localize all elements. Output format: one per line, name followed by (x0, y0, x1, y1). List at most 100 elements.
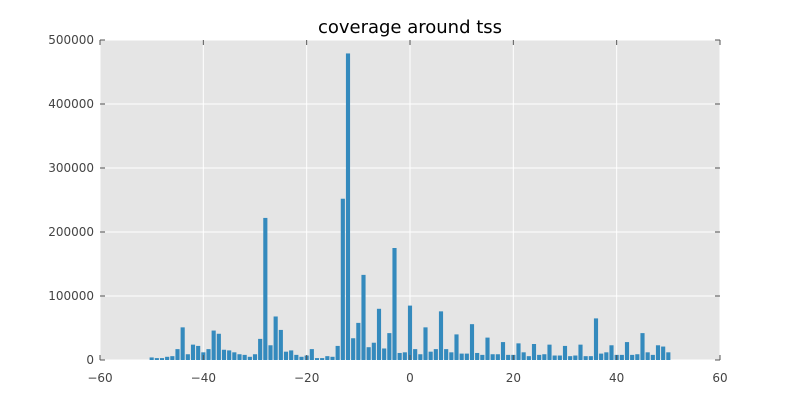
bar (423, 327, 428, 360)
bar (397, 352, 402, 360)
bar (599, 353, 604, 360)
bar (666, 352, 671, 360)
y-tick-label: 200000 (48, 225, 94, 239)
bar (490, 354, 495, 360)
bar (516, 343, 521, 360)
bar (433, 349, 438, 360)
bar (335, 345, 340, 360)
chart-title: coverage around tss (318, 17, 502, 38)
bar (159, 358, 165, 360)
bar (635, 354, 640, 360)
bar (475, 352, 480, 360)
bar (444, 349, 449, 360)
axes (99, 39, 721, 361)
bar (464, 353, 469, 360)
bar (624, 342, 630, 360)
bar (149, 357, 154, 360)
bar (650, 354, 655, 360)
bar (526, 356, 531, 360)
bar (314, 358, 320, 360)
bar (320, 358, 325, 360)
bar (351, 338, 356, 360)
bar (655, 345, 661, 360)
bar (376, 308, 382, 360)
tick-labels: −60 −40 −20 0 20 40 60 0 100000 200000 300000 40000… (48, 33, 727, 385)
bar (480, 354, 485, 360)
bar (495, 354, 500, 360)
bar (547, 344, 552, 360)
bar (382, 348, 387, 360)
bar (165, 356, 170, 360)
bar (196, 345, 201, 360)
y-tick-label: 400000 (48, 97, 94, 111)
x-tick-label: 0 (406, 371, 414, 385)
bar (206, 349, 211, 360)
y-tick-label: 500000 (48, 33, 94, 47)
bar (418, 354, 423, 360)
bar (531, 344, 537, 360)
bar (325, 356, 330, 360)
bar (371, 342, 376, 360)
bar (154, 358, 159, 360)
bars (149, 53, 671, 360)
bar (268, 345, 273, 360)
bar (309, 349, 314, 360)
bar (227, 350, 232, 360)
bar (640, 333, 645, 360)
bar (211, 330, 216, 360)
bar (573, 355, 578, 360)
bar (263, 217, 268, 360)
bar (402, 352, 407, 360)
bar (289, 350, 294, 360)
bar (557, 355, 562, 360)
bar (387, 333, 392, 360)
bar (299, 356, 304, 360)
bar (469, 324, 475, 360)
bar (247, 356, 252, 360)
bar (593, 318, 599, 360)
bar (252, 354, 258, 360)
bar (578, 344, 583, 360)
bar (630, 354, 635, 360)
bar (459, 353, 464, 360)
bar (216, 333, 221, 360)
bar (583, 356, 588, 360)
bar (588, 356, 593, 360)
x-tick-label: 40 (609, 371, 624, 385)
bar (521, 352, 526, 360)
bar (330, 356, 335, 360)
bar (340, 198, 345, 360)
bar (392, 248, 397, 360)
bar (190, 344, 196, 360)
x-tick-label: −20 (294, 371, 319, 385)
bar (661, 346, 666, 360)
x-tick-label: 20 (506, 371, 521, 385)
bar (506, 354, 511, 360)
bar (407, 305, 413, 360)
x-tick-label: −40 (191, 371, 216, 385)
bar (232, 352, 237, 360)
bar (537, 354, 542, 360)
bar (294, 354, 299, 360)
bar (609, 345, 614, 360)
bar (283, 351, 289, 360)
bar (356, 322, 361, 360)
bar (438, 311, 444, 360)
bar (170, 356, 175, 360)
y-tick-label: 300000 (48, 161, 94, 175)
bar (562, 345, 568, 360)
bar (604, 352, 609, 360)
y-tick-label: 0 (86, 353, 94, 367)
x-tick-label: −60 (87, 371, 112, 385)
bar (361, 274, 366, 360)
bar (345, 53, 351, 360)
bar (645, 352, 650, 360)
bar (552, 355, 557, 360)
bar (619, 354, 624, 360)
bar (242, 354, 247, 360)
bar (485, 337, 490, 360)
bar (454, 334, 459, 360)
bar (180, 327, 185, 360)
bar (175, 349, 180, 360)
bar (221, 349, 227, 360)
